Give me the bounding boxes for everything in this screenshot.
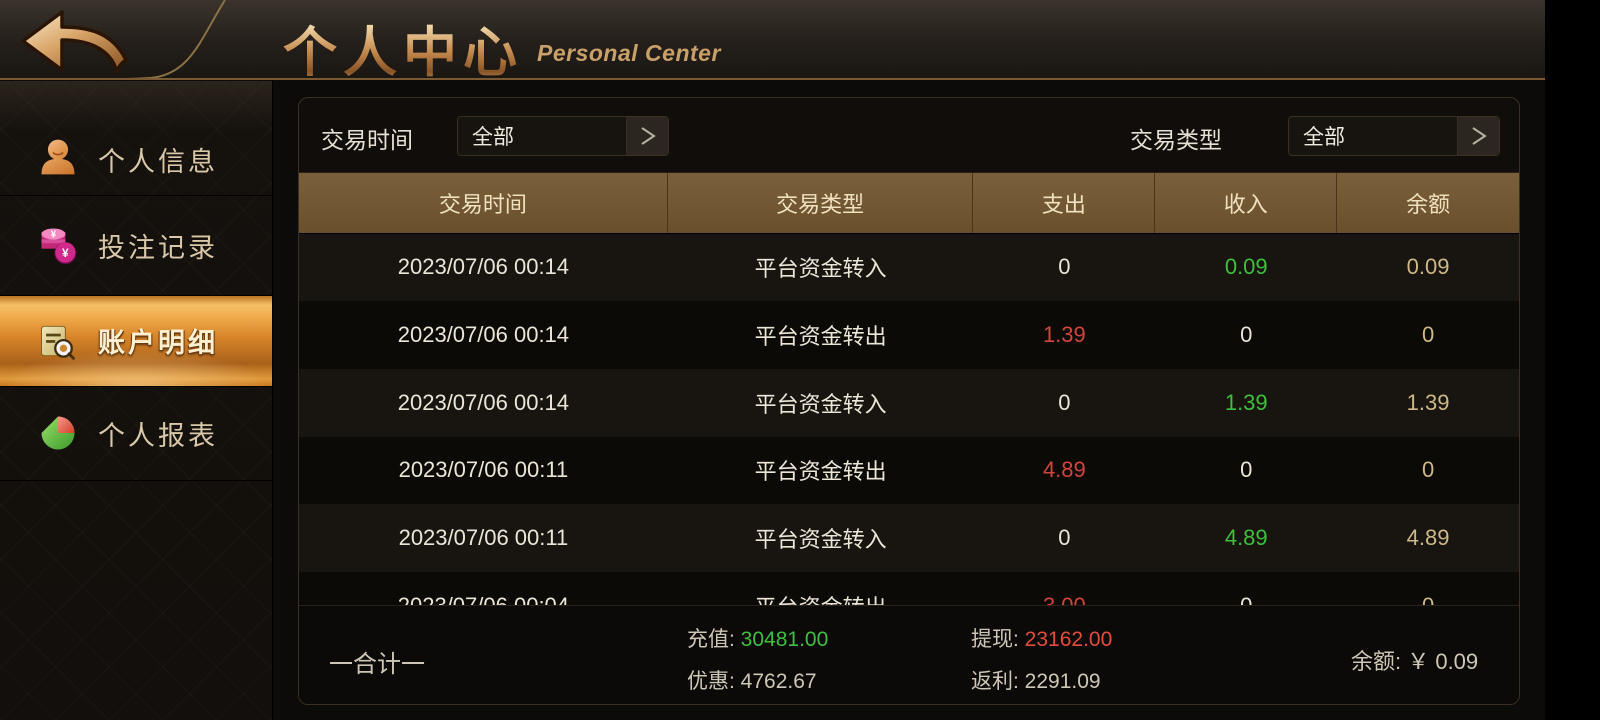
svg-text:¥: ¥	[51, 230, 57, 241]
svg-text:¥: ¥	[62, 246, 69, 260]
